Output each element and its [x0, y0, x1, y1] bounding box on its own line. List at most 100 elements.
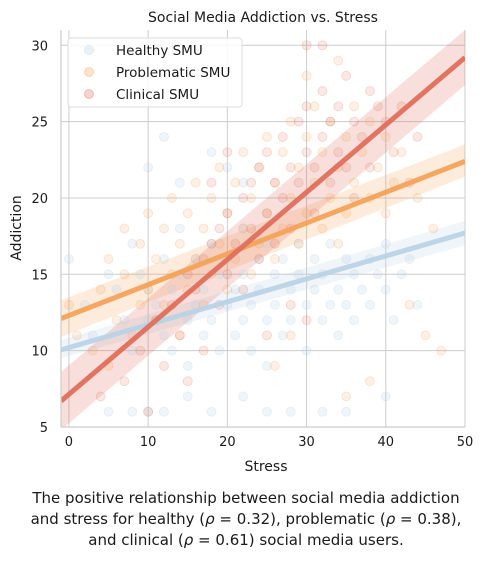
- scatter-point: [412, 299, 423, 310]
- caption-line-3: and clinical (ρ = 0.61) social media use…: [0, 530, 492, 551]
- caption-line-1: The positive relationship between social…: [32, 489, 460, 507]
- scatter-point: [87, 345, 98, 356]
- scatter-point: [277, 131, 288, 142]
- x-axis-label: Stress: [244, 459, 287, 475]
- scatter-point: [412, 131, 423, 142]
- scatter-point: [262, 406, 272, 417]
- scatter-point: [151, 254, 161, 264]
- scatter-point: [206, 315, 217, 326]
- scatter-point: [174, 177, 185, 188]
- scatter-point: [325, 116, 336, 127]
- scatter-point: [317, 147, 328, 158]
- scatter-point: [135, 345, 146, 356]
- scatter-point: [238, 315, 249, 326]
- legend-marker: [84, 45, 94, 55]
- scatter-point: [230, 284, 241, 295]
- scatter-point: [301, 101, 312, 112]
- legend-marker: [84, 67, 94, 77]
- scatter-point: [238, 223, 249, 234]
- regression-line: [61, 55, 465, 403]
- scatter-point: [222, 162, 233, 173]
- y-tick-label: 10: [31, 345, 48, 360]
- scatter-point: [190, 177, 201, 188]
- scatter-point: [317, 315, 328, 326]
- scatter-point: [262, 330, 272, 341]
- scatter-point: [214, 269, 225, 280]
- scatter-point: [206, 193, 217, 203]
- legend-box: [67, 37, 243, 108]
- scatter-point: [333, 55, 344, 66]
- scatter-point: [222, 208, 233, 219]
- scatter-point: [95, 391, 106, 402]
- scatter-point: [206, 238, 217, 249]
- scatter-point: [143, 406, 154, 417]
- scatter-point: [301, 40, 312, 51]
- scatter-point: [206, 147, 217, 158]
- scatter-point: [198, 330, 209, 341]
- caption-line-2: and stress for healthy (ρ = 0.32), probl…: [0, 509, 492, 530]
- x-tick-label: 40: [378, 435, 395, 450]
- scatter-point: [214, 223, 225, 234]
- rho-symbol: ρ: [205, 510, 215, 528]
- y-tick-label: 5: [40, 421, 48, 436]
- scatter-point: [349, 315, 359, 326]
- scatter-point: [357, 131, 367, 142]
- scatter-point: [293, 162, 304, 173]
- scatter-point: [277, 193, 288, 203]
- scatter-point: [341, 162, 352, 173]
- scatter-point: [293, 238, 304, 249]
- scatter-point: [103, 269, 114, 280]
- scatter-point: [127, 406, 138, 417]
- scatter-point: [388, 147, 399, 158]
- scatter-point: [198, 284, 209, 295]
- scatter-point: [357, 284, 367, 295]
- scatter-point: [333, 330, 344, 341]
- scatter-point: [341, 391, 352, 402]
- scatter-point: [119, 269, 130, 280]
- scatter-point: [262, 147, 272, 158]
- scatter-point: [119, 376, 130, 387]
- x-tick-label: 10: [140, 435, 157, 450]
- scatter-point: [372, 269, 383, 280]
- scatter-point: [325, 299, 336, 310]
- scatter-point: [269, 361, 280, 371]
- x-tick-label: 50: [457, 435, 474, 450]
- scatter-point: [365, 86, 375, 96]
- scatter-point: [428, 223, 439, 234]
- scatter-point: [64, 299, 74, 310]
- scatter-point: [182, 376, 193, 387]
- scatter-point: [238, 177, 249, 188]
- scatter-point: [246, 345, 257, 356]
- scatter-point: [159, 299, 169, 310]
- scatter-point: [254, 254, 264, 264]
- legend-label: Clinical SMU: [116, 87, 199, 103]
- caption-text: and clinical (: [88, 531, 184, 549]
- scatter-point: [293, 177, 304, 188]
- scatter-point: [174, 223, 185, 234]
- scatter-point: [159, 254, 169, 264]
- y-axis-label: Addiction: [9, 195, 25, 261]
- scatter-point: [317, 406, 328, 417]
- scatter-point: [159, 406, 169, 417]
- x-tick-label: 30: [298, 435, 315, 450]
- scatter-point: [198, 345, 209, 356]
- scatter-point: [222, 269, 233, 280]
- scatter-point: [380, 284, 391, 295]
- chart: 0 10 20 30 40 50 5 10 15 20 25 30 Healthy SMU Proble…: [9, 10, 474, 475]
- scatter-point: [214, 162, 225, 173]
- scatter-point: [254, 162, 264, 173]
- scatter-point: [285, 330, 296, 341]
- scatter-point: [333, 147, 344, 158]
- scatter-point: [372, 162, 383, 173]
- scatter-point: [285, 162, 296, 173]
- scatter-point: [325, 177, 336, 188]
- scatter-point: [214, 345, 225, 356]
- scatter-point: [269, 238, 280, 249]
- scatter-point: [238, 391, 249, 402]
- rho-symbol: ρ: [183, 531, 194, 549]
- scatter-point: [135, 299, 146, 310]
- scatter-point: [174, 330, 185, 341]
- scatter-point: [301, 131, 312, 142]
- scatter-point: [277, 254, 288, 264]
- caption-text: and stress for healthy (: [30, 510, 206, 528]
